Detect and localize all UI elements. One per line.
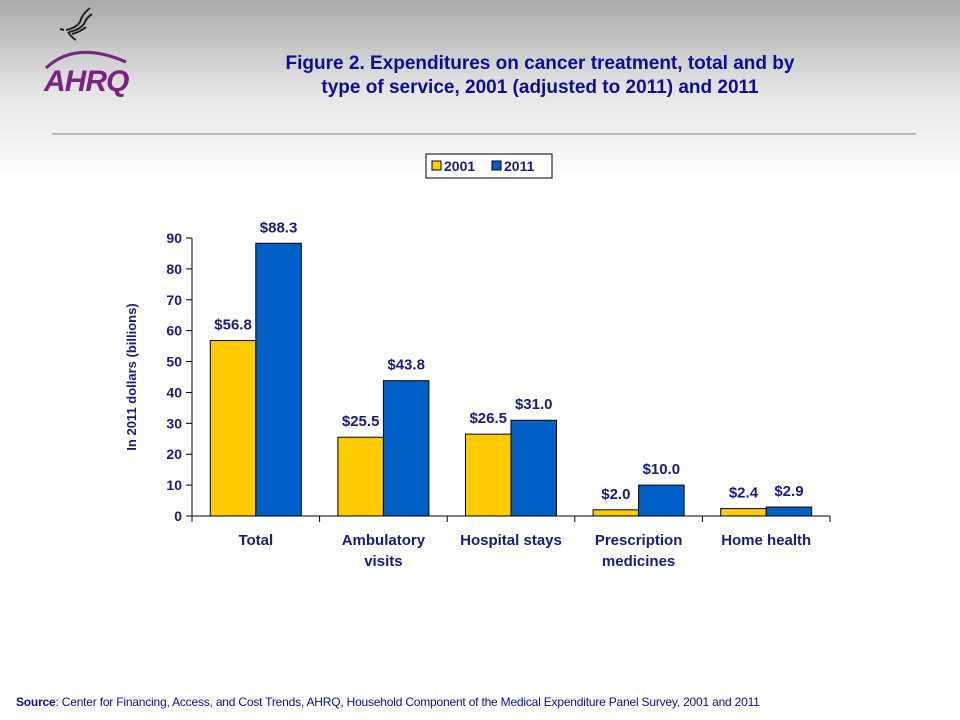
source-note: Source: Center for Financing, Access, an… <box>16 695 760 709</box>
data-label: $88.3 <box>260 219 298 236</box>
bar-2011 <box>510 419 557 517</box>
y-tick-label: 70 <box>166 292 182 308</box>
y-tick-label: 20 <box>166 446 182 462</box>
legend-label: 2001 <box>444 158 475 174</box>
logo-arc <box>44 50 127 70</box>
bar-2001 <box>592 509 640 517</box>
y-tick-label: 0 <box>174 508 182 524</box>
bar-2001 <box>337 436 384 517</box>
page-title: Figure 2. Expenditures on cancer treatme… <box>240 52 840 100</box>
data-label: $10.0 <box>643 461 681 478</box>
x-tick-label: Home health <box>721 532 811 549</box>
y-tick-label: 50 <box>166 354 182 370</box>
y-tick-label: 80 <box>166 261 182 277</box>
data-label: $26.5 <box>469 410 507 427</box>
bar-2011 <box>765 506 813 517</box>
bar-2011 <box>382 380 430 517</box>
hhs-eagle-icon <box>59 7 93 41</box>
x-tick-label: Prescription <box>595 532 683 549</box>
y-tick-label: 90 <box>166 230 182 246</box>
data-label: $43.8 <box>387 357 425 374</box>
legend-label: 2011 <box>504 158 535 174</box>
y-axis-label: In 2011 dollars (billions) <box>124 303 139 450</box>
legend-swatch-2011 <box>491 160 502 171</box>
source-label: Source <box>16 695 56 709</box>
data-label: $2.0 <box>601 486 630 503</box>
x-tick-label: Total <box>238 532 273 549</box>
bar-2001 <box>720 508 767 517</box>
y-tick-label: 10 <box>166 477 182 493</box>
ahrq-logo: AHRQ <box>43 7 130 98</box>
data-label: $56.8 <box>214 317 252 334</box>
y-tick-label: 40 <box>166 384 182 400</box>
title-line-2: type of service, 2001 (adjusted to 2011)… <box>321 77 759 98</box>
source-text: : Center for Financing, Access, and Cost… <box>55 695 760 709</box>
x-tick-label: visits <box>364 553 402 570</box>
bar-2011 <box>255 242 302 517</box>
y-tick-label: 60 <box>166 323 182 339</box>
y-tick-label: 30 <box>166 415 182 431</box>
data-label: $2.9 <box>774 483 803 500</box>
x-tick-label: medicines <box>602 553 675 570</box>
data-label: $2.4 <box>729 485 759 502</box>
data-label: $31.0 <box>515 396 553 413</box>
bar-2001 <box>465 433 512 517</box>
data-label: $25.5 <box>342 413 380 430</box>
logo-text: AHRQ <box>43 65 129 98</box>
x-tick-label: Hospital stays <box>460 532 562 549</box>
x-tick-label: Ambulatory <box>342 532 426 549</box>
bar-2011 <box>638 484 685 517</box>
bar-2001 <box>209 340 257 517</box>
divider <box>52 133 916 135</box>
legend <box>425 153 553 179</box>
title-line-1: Figure 2. Expenditures on cancer treatme… <box>285 53 795 74</box>
legend-swatch-2001 <box>431 160 442 171</box>
